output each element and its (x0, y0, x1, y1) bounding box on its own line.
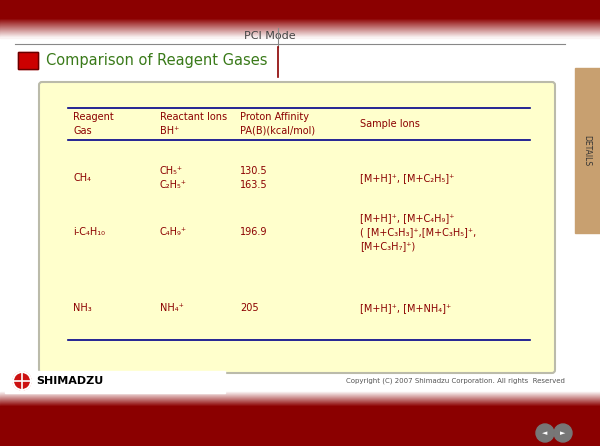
Bar (0, 0, 600, 18)
Text: ◄: ◄ (542, 430, 548, 436)
Bar (0, 6, 600, 7)
Bar (0, 11, 600, 12)
Text: PCI Mode: PCI Mode (244, 31, 296, 41)
Bar (0, 31, 600, 32)
Bar (0, 24, 600, 25)
Bar (0, 30, 600, 31)
Bar (0, 9, 600, 10)
Bar (0, 16, 600, 17)
Bar (0, 14, 600, 15)
Bar (0, 404, 600, 405)
Bar (0, 18, 600, 19)
Bar (575, 68, 600, 233)
Text: 196.9: 196.9 (240, 227, 268, 237)
Text: C₄H₉⁺: C₄H₉⁺ (160, 227, 187, 237)
Circle shape (13, 372, 31, 390)
Text: Reactant Ions
BH⁺: Reactant Ions BH⁺ (160, 112, 227, 136)
Bar (0, 23, 600, 24)
Bar (0, 19, 600, 20)
Bar (0, 25, 600, 26)
Text: Copyright (C) 2007 Shimadzu Corporation. All rights  Reserved: Copyright (C) 2007 Shimadzu Corporation.… (346, 378, 565, 384)
Bar (0, 20, 600, 21)
Text: ►: ► (560, 430, 566, 436)
Text: [M+H]⁺, [M+C₄H₉]⁺
( [M+C₃H₃]⁺,[M+C₃H₅]⁺,
[M+C₃H₇]⁺): [M+H]⁺, [M+C₄H₉]⁺ ( [M+C₃H₃]⁺,[M+C₃H₅]⁺,… (360, 213, 476, 251)
Bar (0, 403, 600, 404)
Bar (0, 13, 600, 14)
Bar (0, 19, 600, 20)
Text: SHIMADZU: SHIMADZU (36, 376, 103, 386)
Bar (0, 22, 600, 23)
Bar (0, 395, 600, 396)
Text: Reagent
Gas: Reagent Gas (73, 112, 114, 136)
Bar (0, 396, 600, 397)
Bar (0, 22, 600, 23)
Bar (18, 52, 38, 69)
Bar (0, 28, 600, 29)
Bar (0, 3, 600, 4)
Text: DETAILS: DETAILS (583, 135, 592, 166)
Text: NH₃: NH₃ (73, 303, 92, 313)
Bar (0, 402, 600, 403)
Bar (0, 5, 600, 6)
Bar (0, 397, 600, 398)
Bar (0, 32, 600, 33)
Bar (0, 25, 600, 26)
Text: CH₄: CH₄ (73, 173, 91, 183)
Bar (0, 398, 600, 399)
Bar (0, 27, 600, 28)
Bar (0, 4, 600, 5)
Text: Comparison of Reagent Gases: Comparison of Reagent Gases (46, 54, 268, 69)
Text: [M+H]⁺, [M+NH₄]⁺: [M+H]⁺, [M+NH₄]⁺ (360, 303, 451, 313)
Bar (18, 52, 38, 69)
Bar (0, 8, 600, 9)
Circle shape (554, 424, 572, 442)
Bar (0, 401, 600, 402)
Bar (0, 392, 600, 393)
Bar (0, 394, 600, 395)
Bar (0, 34, 600, 35)
Bar (0, 28, 600, 391)
Bar (0, 27, 600, 28)
Bar (0, 406, 600, 446)
Bar (0, 2, 600, 3)
Bar (0, 15, 600, 16)
Bar (0, 405, 600, 406)
Bar (0, 36, 600, 37)
Bar (0, 21, 600, 22)
Bar (0, 29, 600, 30)
Bar (0, 1, 600, 2)
Bar (0, 399, 600, 400)
FancyBboxPatch shape (39, 82, 555, 373)
Bar (0, 12, 600, 13)
Bar (0, 26, 600, 27)
Circle shape (536, 424, 554, 442)
Bar (0, 10, 600, 11)
Bar (0, 21, 600, 22)
Bar (0, 26, 600, 27)
Text: 205: 205 (240, 303, 259, 313)
Bar (5, 371, 225, 393)
Bar (0, 7, 600, 8)
Bar (0, 400, 600, 401)
Bar (0, 24, 600, 25)
Bar (0, 35, 600, 36)
Text: i-C₄H₁₀: i-C₄H₁₀ (73, 227, 105, 237)
Text: CH₅⁺
C₂H₅⁺: CH₅⁺ C₂H₅⁺ (160, 166, 187, 190)
Text: 130.5
163.5: 130.5 163.5 (240, 166, 268, 190)
Bar (0, 18, 600, 19)
Bar (0, 20, 600, 21)
Text: [M+H]⁺, [M+C₂H₅]⁺: [M+H]⁺, [M+C₂H₅]⁺ (360, 173, 454, 183)
Bar (0, 23, 600, 24)
Bar (0, 37, 600, 38)
Text: Sample Ions: Sample Ions (360, 119, 420, 129)
Bar (0, 17, 600, 18)
Bar (0, 33, 600, 34)
Bar (0, 393, 600, 394)
Text: NH₄⁺: NH₄⁺ (160, 303, 184, 313)
Bar (0, 391, 600, 392)
Text: Proton Affinity
PA(B)(kcal/mol): Proton Affinity PA(B)(kcal/mol) (240, 112, 315, 136)
Bar (0, 0, 600, 1)
